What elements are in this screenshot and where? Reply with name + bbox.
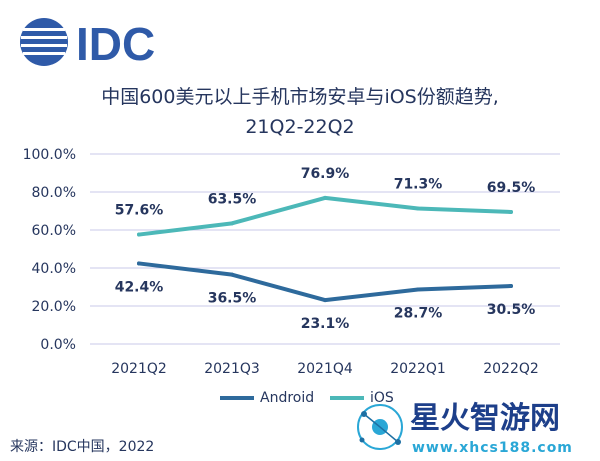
source-note: 来源：IDC中国，2022 [10, 439, 155, 455]
data-label-android: 30.5% [487, 302, 536, 318]
data-label-android: 28.7% [394, 305, 443, 321]
x-tick-label: 2022Q2 [483, 361, 539, 377]
data-point-ios [230, 221, 234, 226]
watermark-text: 星火智游网 [410, 401, 560, 436]
title-line-1: 中国600美元以上手机市场安卓与iOS份额趋势, [101, 86, 499, 108]
legend-label-ios: iOS [370, 390, 394, 406]
legend-label-android: Android [260, 390, 315, 406]
data-point-ios [323, 195, 327, 200]
idc-logo: IDC [20, 18, 155, 70]
watermark: 星火智游网 www.xhcs188.com [357, 401, 573, 456]
legend-item-ios: iOS [330, 390, 394, 406]
y-tick-label: 40.0% [32, 261, 76, 277]
chart-title: 中国600美元以上手机市场安卓与iOS份额趋势, 21Q2-22Q2 [60, 82, 540, 142]
data-point-android [230, 272, 234, 277]
data-label-ios: 71.3% [394, 177, 443, 193]
globe-icon [20, 18, 68, 66]
x-tick-label: 2021Q2 [111, 361, 167, 377]
data-label-ios: 69.5% [487, 180, 536, 196]
data-label-android: 36.5% [208, 291, 257, 307]
data-label-ios: 57.6% [115, 203, 164, 219]
y-tick-label: 20.0% [32, 299, 76, 315]
y-tick-label: 0.0% [40, 337, 76, 353]
data-label-android: 42.4% [115, 279, 164, 295]
data-point-android [509, 284, 513, 289]
watermark-url: www.xhcs188.com [412, 440, 573, 456]
y-tick-label: 100.0% [23, 147, 76, 163]
watermark-logo-icon [357, 404, 403, 450]
x-tick-label: 2021Q4 [297, 361, 353, 377]
legend-item-android: Android [220, 390, 314, 406]
data-point-android [323, 298, 327, 303]
brand-name: IDC [76, 18, 155, 70]
data-point-ios [509, 209, 513, 214]
series-line-ios [137, 195, 513, 237]
data-label-android: 23.1% [301, 316, 350, 332]
title-line-2: 21Q2-22Q2 [245, 116, 355, 138]
data-point-android [416, 287, 420, 292]
x-tick-label: 2022Q1 [390, 361, 446, 377]
legend-swatch-ios [330, 396, 364, 400]
data-point-ios [137, 232, 141, 237]
y-tick-label: 60.0% [32, 223, 76, 239]
y-tick-label: 80.0% [32, 185, 76, 201]
data-point-android [137, 261, 141, 266]
legend-swatch-android [220, 396, 254, 400]
series-line-android [137, 261, 513, 303]
data-label-ios: 63.5% [208, 191, 257, 207]
x-tick-label: 2021Q3 [204, 361, 260, 377]
data-point-ios [416, 206, 420, 211]
data-label-ios: 76.9% [301, 166, 350, 182]
